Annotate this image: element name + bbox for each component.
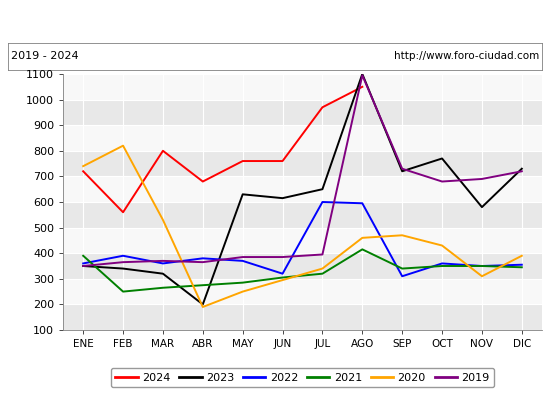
Bar [63, 125, 542, 151]
Bar [63, 279, 542, 304]
Bar [63, 202, 542, 228]
Bar [63, 74, 542, 100]
Text: http://www.foro-ciudad.com: http://www.foro-ciudad.com [394, 51, 539, 61]
Bar [63, 176, 542, 202]
Text: 2019 - 2024: 2019 - 2024 [11, 51, 79, 61]
Bar [63, 304, 542, 330]
Legend: 2024, 2023, 2022, 2021, 2020, 2019: 2024, 2023, 2022, 2021, 2020, 2019 [111, 368, 494, 387]
Bar [63, 151, 542, 176]
Bar [63, 253, 542, 279]
Bar [63, 100, 542, 125]
Bar [63, 228, 542, 253]
Text: Evolucion Nº Turistas Extranjeros en el municipio de Armilla: Evolucion Nº Turistas Extranjeros en el … [76, 14, 474, 28]
